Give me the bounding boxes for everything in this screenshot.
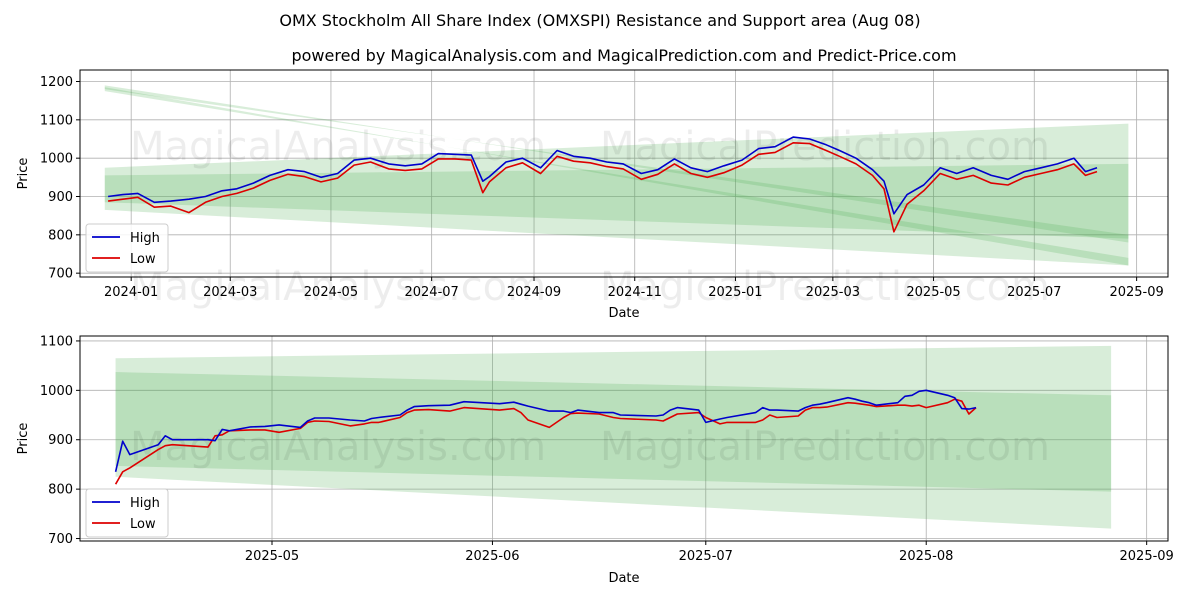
legend-label-low: Low — [130, 517, 156, 532]
watermark-text: MagicalAnalysis.com — [130, 424, 546, 470]
x-tick-label: 2024-03 — [203, 285, 257, 300]
x-tick-label: 2024-07 — [404, 285, 458, 300]
watermark-text: MagicalPrediction.com — [600, 424, 1050, 470]
support-resistance-band — [104, 163, 1129, 239]
x-tick-label: 2024-01 — [104, 285, 158, 300]
y-tick-label: 1000 — [40, 384, 73, 399]
bottom-chart: MagicalAnalysis.com MagicalPrediction.com… — [16, 334, 1174, 586]
y-axis-label: Price — [16, 158, 31, 190]
plot-area — [80, 336, 1168, 541]
x-tick-label: 2024-05 — [304, 285, 358, 300]
x-tick-label: 2025-08 — [899, 549, 953, 564]
x-tick-label: 2025-05 — [906, 285, 960, 300]
support-resistance-band — [115, 345, 1112, 529]
chart-title: OMX Stockholm All Share Index (OMXSPI) R… — [279, 11, 920, 30]
legend-label-high: High — [130, 496, 160, 511]
watermark-text: MagicalPrediction.com — [600, 124, 1050, 170]
legend: High Low — [85, 488, 169, 538]
legend-label-high: High — [130, 231, 160, 246]
y-tick-label: 900 — [48, 190, 73, 205]
axes-frame — [79, 69, 1169, 278]
y-tick-label: 1100 — [40, 113, 73, 128]
y-tick-label: 1100 — [40, 334, 73, 349]
watermark-text: MagicalAnalysis.com — [130, 264, 546, 310]
series-line-low — [114, 398, 977, 485]
x-tick-label: 2025-03 — [806, 285, 860, 300]
x-tick-label: 2025-07 — [1007, 285, 1061, 300]
watermark-text: MagicalAnalysis.com — [130, 124, 546, 170]
y-tick-label: 700 — [48, 532, 73, 547]
legend-label-low: Low — [130, 252, 156, 267]
x-axis-label: Date — [608, 571, 639, 586]
legend-box — [85, 223, 169, 273]
top-chart: MagicalAnalysis.com MagicalPrediction.com… — [16, 69, 1169, 321]
legend: High Low — [85, 223, 169, 273]
series-line-high — [114, 389, 977, 472]
x-tick-label: 2025-07 — [679, 549, 733, 564]
y-tick-label: 900 — [48, 433, 73, 448]
y-tick-label: 800 — [48, 483, 73, 498]
x-tick-label: 2024-11 — [608, 285, 662, 300]
support-resistance-band — [104, 87, 1129, 266]
series-line-high — [107, 136, 1098, 215]
x-tick-label: 2025-09 — [1109, 285, 1163, 300]
series-line-low — [107, 142, 1098, 233]
y-tick-label: 700 — [48, 267, 73, 282]
chart-subtitle: powered by MagicalAnalysis.com and Magic… — [291, 46, 956, 65]
y-tick-label: 800 — [48, 228, 73, 243]
x-tick-label: 2025-09 — [1120, 549, 1174, 564]
watermark-text: MagicalPrediction.com — [600, 264, 1050, 310]
x-tick-label: 2025-01 — [708, 285, 762, 300]
x-tick-label: 2024-09 — [507, 285, 561, 300]
y-tick-label: 1000 — [40, 152, 73, 167]
x-tick-label: 2025-06 — [465, 549, 519, 564]
x-tick-label: 2025-05 — [245, 549, 299, 564]
x-axis-label: Date — [608, 306, 639, 321]
y-axis-label: Price — [16, 423, 31, 455]
legend-box — [85, 488, 169, 538]
y-tick-label: 1200 — [40, 75, 73, 90]
axes-frame — [79, 335, 1169, 542]
